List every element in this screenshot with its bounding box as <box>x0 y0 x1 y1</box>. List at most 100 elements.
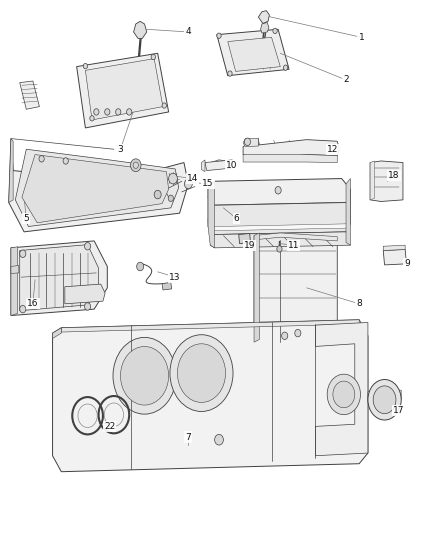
Circle shape <box>105 109 110 115</box>
Polygon shape <box>208 179 350 205</box>
Polygon shape <box>20 81 39 109</box>
Polygon shape <box>205 160 233 171</box>
Polygon shape <box>65 284 105 304</box>
Polygon shape <box>11 265 19 273</box>
Polygon shape <box>77 53 169 128</box>
Text: 11: 11 <box>288 241 299 249</box>
Circle shape <box>120 346 169 405</box>
Text: 18: 18 <box>389 172 400 180</box>
Text: 6: 6 <box>233 214 240 223</box>
Polygon shape <box>254 233 259 342</box>
Polygon shape <box>383 245 405 251</box>
Circle shape <box>83 63 88 69</box>
Circle shape <box>113 337 176 414</box>
Polygon shape <box>85 59 163 120</box>
Polygon shape <box>217 29 289 76</box>
Circle shape <box>228 71 232 76</box>
Text: 4: 4 <box>186 28 191 36</box>
Circle shape <box>277 246 282 252</box>
Circle shape <box>217 33 221 38</box>
Polygon shape <box>346 179 350 245</box>
Polygon shape <box>210 232 350 248</box>
Polygon shape <box>254 233 337 241</box>
Polygon shape <box>11 241 107 316</box>
Polygon shape <box>53 320 368 472</box>
Circle shape <box>151 54 155 60</box>
Circle shape <box>373 386 396 414</box>
Circle shape <box>169 173 177 184</box>
Circle shape <box>282 332 288 340</box>
Circle shape <box>283 65 288 70</box>
Text: 13: 13 <box>170 273 181 281</box>
Circle shape <box>39 156 44 162</box>
Polygon shape <box>261 22 269 33</box>
Text: 3: 3 <box>117 145 124 154</box>
Text: 2: 2 <box>343 76 349 84</box>
Polygon shape <box>20 245 99 311</box>
Polygon shape <box>370 161 374 200</box>
Polygon shape <box>315 322 368 456</box>
Circle shape <box>20 305 26 313</box>
Text: 14: 14 <box>187 174 198 183</box>
Polygon shape <box>368 390 401 401</box>
Text: 15: 15 <box>202 180 214 188</box>
Text: 9: 9 <box>404 260 410 268</box>
Circle shape <box>63 158 68 164</box>
Polygon shape <box>61 320 359 332</box>
Circle shape <box>20 250 26 257</box>
Circle shape <box>168 195 173 201</box>
Polygon shape <box>9 139 188 232</box>
Circle shape <box>133 162 138 168</box>
Circle shape <box>170 335 233 411</box>
Polygon shape <box>243 155 337 163</box>
Polygon shape <box>11 247 18 316</box>
Polygon shape <box>208 197 350 235</box>
Polygon shape <box>228 37 280 71</box>
Circle shape <box>295 329 301 337</box>
Circle shape <box>127 109 132 115</box>
Polygon shape <box>239 233 251 244</box>
Polygon shape <box>162 282 172 290</box>
Polygon shape <box>383 249 406 265</box>
Polygon shape <box>370 161 403 201</box>
Circle shape <box>94 109 99 115</box>
Text: 5: 5 <box>23 214 29 223</box>
Polygon shape <box>22 155 169 223</box>
Polygon shape <box>243 139 339 160</box>
Polygon shape <box>201 160 205 172</box>
Text: 1: 1 <box>358 33 364 42</box>
Polygon shape <box>258 11 269 23</box>
Text: 8: 8 <box>356 300 362 308</box>
Circle shape <box>327 374 360 415</box>
Polygon shape <box>254 237 337 345</box>
Circle shape <box>368 379 401 420</box>
Polygon shape <box>53 328 61 338</box>
Polygon shape <box>15 149 179 227</box>
Circle shape <box>162 103 166 108</box>
Text: 7: 7 <box>185 433 191 441</box>
Text: 22: 22 <box>104 422 115 431</box>
Circle shape <box>184 179 192 189</box>
Polygon shape <box>208 181 215 248</box>
Circle shape <box>215 434 223 445</box>
Text: 12: 12 <box>327 145 339 154</box>
Circle shape <box>244 138 251 146</box>
Polygon shape <box>208 219 350 231</box>
Circle shape <box>333 381 355 408</box>
Text: 10: 10 <box>226 161 238 169</box>
Circle shape <box>90 116 94 121</box>
Circle shape <box>116 109 121 115</box>
Polygon shape <box>134 21 147 38</box>
Circle shape <box>85 303 91 310</box>
Text: 16: 16 <box>27 300 39 308</box>
Text: 19: 19 <box>244 241 255 249</box>
Text: 17: 17 <box>393 406 404 415</box>
Circle shape <box>131 159 141 172</box>
Circle shape <box>137 262 144 271</box>
Circle shape <box>85 243 91 250</box>
Polygon shape <box>9 139 13 203</box>
Polygon shape <box>243 139 258 147</box>
Circle shape <box>177 344 226 402</box>
Circle shape <box>273 28 277 34</box>
Circle shape <box>154 190 161 199</box>
